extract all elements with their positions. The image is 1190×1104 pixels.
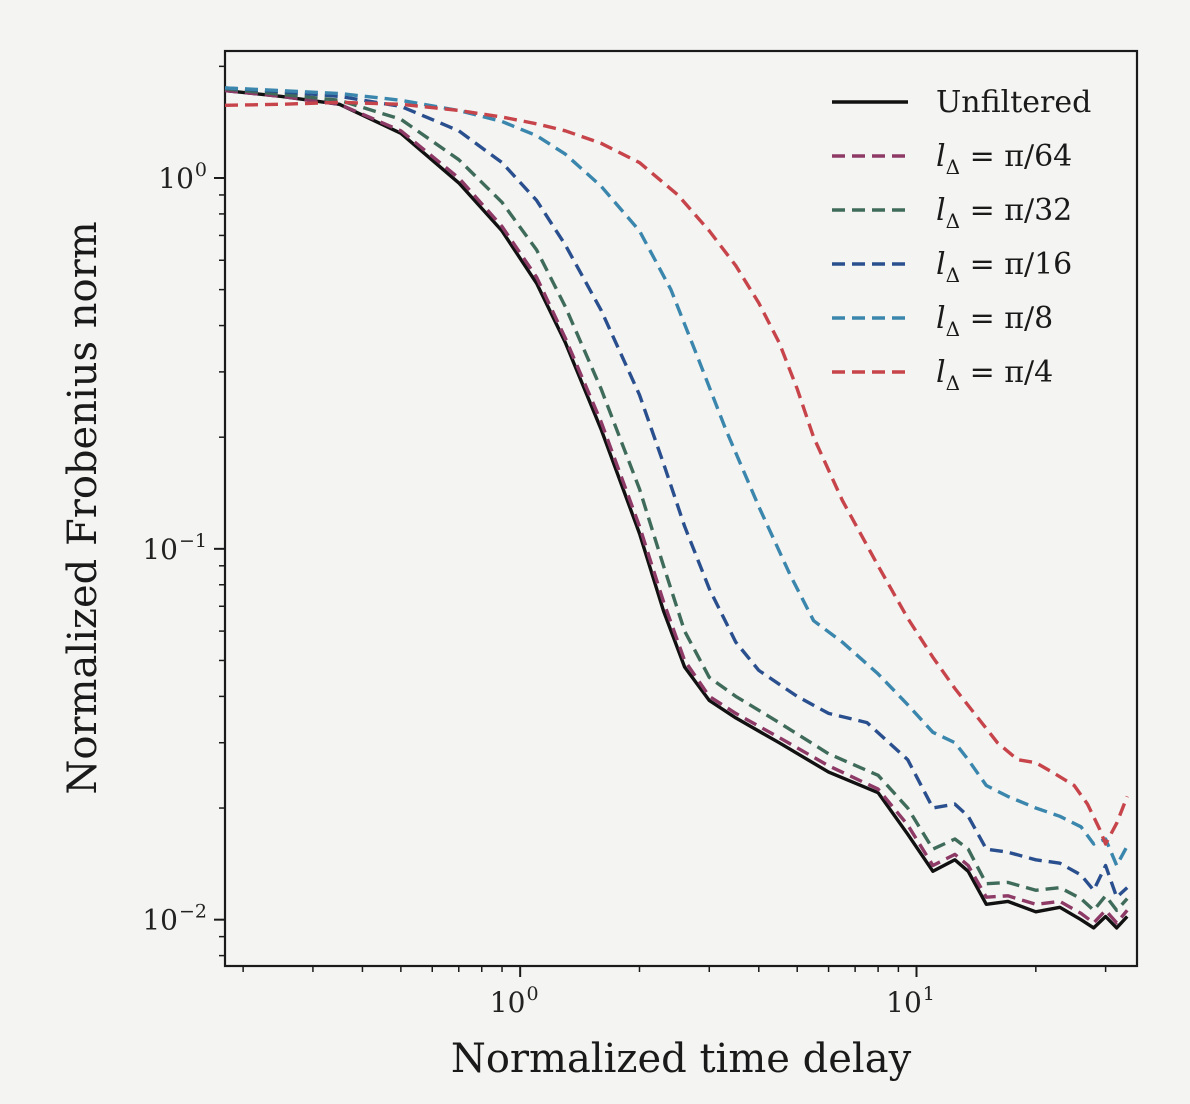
legend-label: lΔ = π/8 [936, 301, 1053, 341]
legend-entry: lΔ = π/8 [832, 301, 1053, 341]
series-line-pi-16 [224, 86, 1129, 899]
y-tick-label: 10−1 [142, 530, 207, 566]
legend-entry: lΔ = π/16 [832, 247, 1072, 287]
y-axis-title: Normalized Frobenius norm [60, 221, 106, 794]
y-tick-label: 100 [158, 159, 207, 195]
series-line-pi-64 [224, 88, 1129, 925]
legend-entry: Unfiltered [832, 85, 1091, 120]
plot-frame [223, 49, 1139, 968]
legend-entry: lΔ = π/4 [832, 355, 1053, 395]
legend-entry: lΔ = π/64 [832, 139, 1072, 179]
series-line-pi-8 [224, 86, 1129, 868]
x-tick-label: 100 [490, 983, 539, 1019]
y-tick-label: 10−2 [142, 901, 207, 937]
legend-label: lΔ = π/4 [936, 355, 1053, 395]
series-line-pi-4 [224, 100, 1129, 846]
legend-entry: lΔ = π/32 [832, 193, 1072, 233]
series-line-pi-32 [224, 87, 1129, 912]
x-axis-title: Normalized time delay [451, 1036, 912, 1082]
legend-label: Unfiltered [936, 85, 1091, 120]
legend: Unfiltered lΔ = π/64 lΔ = π/32 lΔ = π/16 lΔ … [832, 85, 1091, 395]
series-line-Unfiltered [224, 88, 1129, 930]
x-tick-label: 101 [886, 983, 935, 1019]
legend-label: lΔ = π/32 [936, 193, 1072, 233]
legend-label: lΔ = π/64 [936, 139, 1072, 179]
legend-label: lΔ = π/16 [936, 247, 1072, 287]
series-layer [224, 86, 1129, 930]
